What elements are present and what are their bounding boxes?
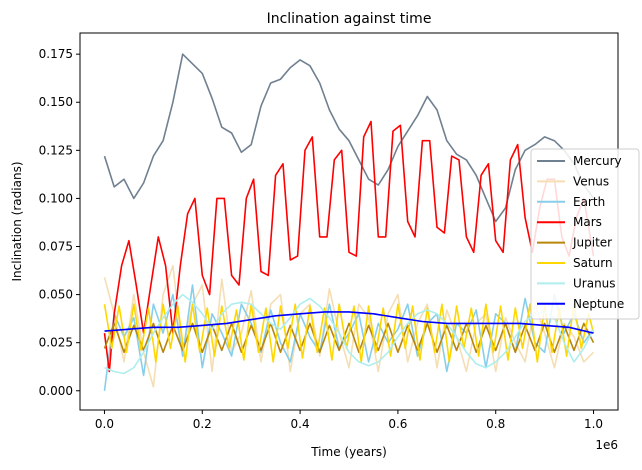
legend-box: [530, 148, 640, 320]
x-tick-label: 0.4: [291, 417, 310, 431]
x-axis-ticks: 0.0 0.2 0.4 0.6 0.8 1.0: [95, 410, 603, 431]
x-tick-label: 0.0: [95, 417, 114, 431]
y-tick-label: 0.025: [39, 336, 73, 350]
chart-title: Inclination against time: [267, 11, 432, 27]
x-tick-label: 1.0: [584, 417, 603, 431]
y-tick-label: 0.100: [39, 191, 73, 205]
legend-label-mercury: Mercury: [573, 154, 622, 168]
x-tick-label: 0.8: [486, 417, 505, 431]
y-tick-label: 0.175: [39, 47, 73, 61]
series-line-saturn: [103, 303, 595, 363]
legend-label-saturn: Saturn: [573, 256, 613, 270]
series-line-mercury: [103, 53, 595, 223]
x-tick-label: 0.2: [193, 417, 212, 431]
x-axis-label: Time (years): [310, 445, 387, 459]
legend-label-uranus: Uranus: [573, 276, 616, 290]
series-line-neptune: [104, 311, 594, 334]
y-tick-label: 0.150: [39, 95, 73, 109]
series-layer: [103, 53, 595, 391]
legend-label-earth: Earth: [573, 195, 605, 209]
y-tick-label: 0.000: [39, 384, 73, 398]
x-tick-label: 0.6: [388, 417, 407, 431]
y-tick-label: 0.125: [39, 143, 73, 157]
y-axis-ticks: 0.000 0.025 0.050 0.075 0.100 0.125 0.150 0.175: [39, 47, 80, 398]
y-tick-label: 0.050: [39, 288, 73, 302]
series-line-uranus: [104, 293, 595, 375]
legend: Mercury Venus Earth Mars Jupiter Saturn Uranus…: [530, 148, 640, 320]
y-tick-label: 0.075: [39, 240, 73, 254]
x-axis-offset-label: 1e6: [595, 438, 618, 452]
legend-label-mars: Mars: [573, 215, 602, 229]
legend-label-venus: Venus: [573, 174, 609, 188]
legend-label-jupiter: Jupiter: [572, 236, 612, 250]
series-line-mars: [103, 120, 595, 373]
y-axis-label: Inclination (radians): [10, 162, 24, 282]
legend-label-neptune: Neptune: [573, 297, 624, 311]
